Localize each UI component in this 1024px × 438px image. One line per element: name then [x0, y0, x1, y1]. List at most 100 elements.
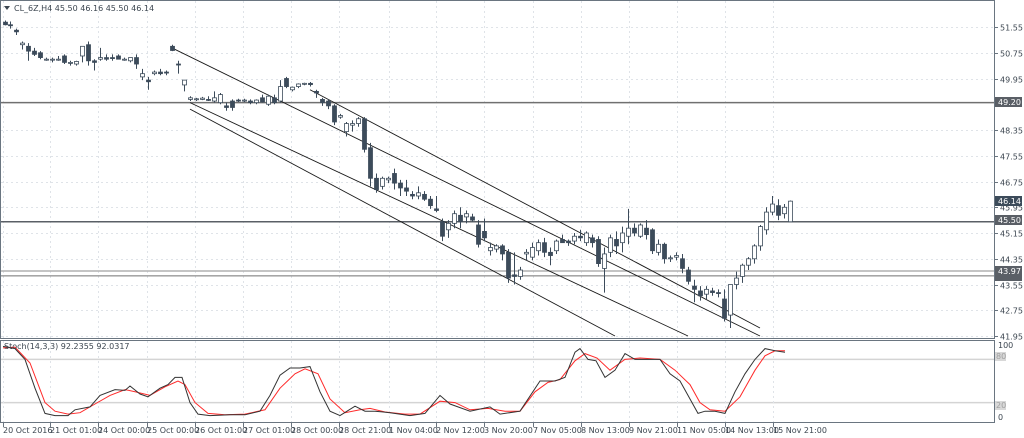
level-tag-49-20	[995, 97, 1022, 107]
candle	[68, 62, 73, 64]
candle	[698, 290, 703, 297]
symbol-header: CL_6Z,H4 45.50 46.16 45.50 46.14	[4, 4, 154, 13]
time-tick-label: 15 Nov 21:00	[773, 426, 827, 435]
stochastic-panel	[0, 340, 995, 423]
candle	[494, 245, 499, 250]
candle	[320, 99, 325, 104]
price-axis[interactable]: 51.55 50.75 49.95 48.35 47.55 46.75 45.95 45.15…	[995, 24, 1023, 342]
candle	[338, 115, 343, 118]
trend-channel-line[interactable]	[309, 89, 761, 329]
candle	[674, 255, 679, 258]
candle	[560, 239, 565, 244]
candle	[122, 58, 127, 61]
candle	[536, 242, 541, 252]
candle	[602, 253, 607, 269]
price-tick-label: 42.75	[1000, 307, 1023, 316]
time-tick-label: 21 Oct 01:00	[50, 426, 102, 435]
candle	[14, 29, 19, 33]
horizontal-levels	[1, 101, 994, 277]
candle	[26, 45, 31, 52]
candle	[554, 240, 559, 252]
candle	[368, 147, 373, 179]
candle	[74, 61, 79, 65]
candle	[764, 211, 769, 231]
trend-channel-line[interactable]	[189, 108, 616, 337]
candle	[626, 227, 631, 237]
candle	[170, 45, 175, 51]
candle	[230, 100, 235, 108]
candle	[44, 58, 49, 61]
candle	[740, 264, 745, 277]
candle	[458, 214, 463, 223]
candle	[242, 99, 247, 102]
candle	[506, 251, 511, 279]
candle	[668, 257, 673, 260]
price-tick-label: 48.35	[1000, 127, 1023, 136]
candle	[728, 284, 733, 316]
candle	[140, 73, 145, 78]
candle	[500, 245, 505, 255]
candle	[356, 118, 361, 124]
price-tick-label: 44.35	[1000, 256, 1023, 265]
candle	[584, 232, 589, 244]
candle	[50, 58, 55, 61]
candle	[218, 94, 223, 104]
candle	[248, 100, 253, 104]
candle	[104, 57, 109, 60]
candle	[398, 182, 403, 189]
candle	[152, 71, 157, 75]
stoch-level-80-tag	[995, 352, 1006, 361]
candle	[188, 97, 193, 100]
candle	[350, 123, 355, 126]
candle	[656, 243, 661, 253]
candle	[386, 177, 391, 181]
trend-channel-line[interactable]	[189, 102, 689, 337]
candle	[464, 213, 469, 218]
candle	[788, 200, 793, 223]
candle	[488, 247, 493, 252]
candle	[518, 269, 523, 277]
candle	[440, 221, 445, 237]
candle	[686, 269, 691, 282]
candle	[512, 274, 517, 277]
level-tag-45-50-label: 45.50	[998, 216, 1021, 225]
dropdown-triangle-icon[interactable]	[4, 6, 10, 10]
candle	[278, 86, 283, 102]
price-tick-label: 41.95	[1000, 333, 1023, 342]
candle	[452, 213, 457, 224]
candle	[362, 118, 367, 150]
candle	[776, 205, 781, 216]
candle	[134, 57, 139, 65]
candle	[182, 79, 187, 86]
candle	[710, 290, 715, 293]
price-tick-label: 49.95	[1000, 76, 1023, 85]
candle	[56, 58, 61, 61]
candle	[428, 198, 433, 207]
candle	[86, 44, 91, 62]
candle	[422, 193, 427, 200]
candle	[176, 63, 181, 66]
candle	[530, 247, 535, 258]
candle	[128, 57, 133, 62]
level-tag-45-50	[995, 215, 1022, 225]
candle	[212, 97, 217, 102]
candle	[254, 99, 259, 104]
time-tick-label: 3 Nov 20:00	[484, 426, 533, 435]
candle	[596, 239, 601, 264]
time-tick-label: 2 Nov 12:00	[436, 426, 485, 435]
candle	[260, 97, 265, 103]
candle	[272, 97, 277, 104]
candle	[434, 208, 439, 211]
price-tick-label: 51.55	[1000, 24, 1023, 33]
candle	[644, 227, 649, 236]
candle	[446, 222, 451, 231]
candle	[566, 240, 571, 244]
stochastic-label: Stoch(14,3,3) 92.2355 92.0317	[4, 342, 130, 351]
time-tick-label: 24 Oct 00:00	[98, 426, 150, 435]
price-tick-label: 46.75	[1000, 179, 1023, 188]
stoch-level-80: 80	[996, 352, 1006, 361]
candle	[614, 239, 619, 247]
candle	[302, 82, 307, 85]
